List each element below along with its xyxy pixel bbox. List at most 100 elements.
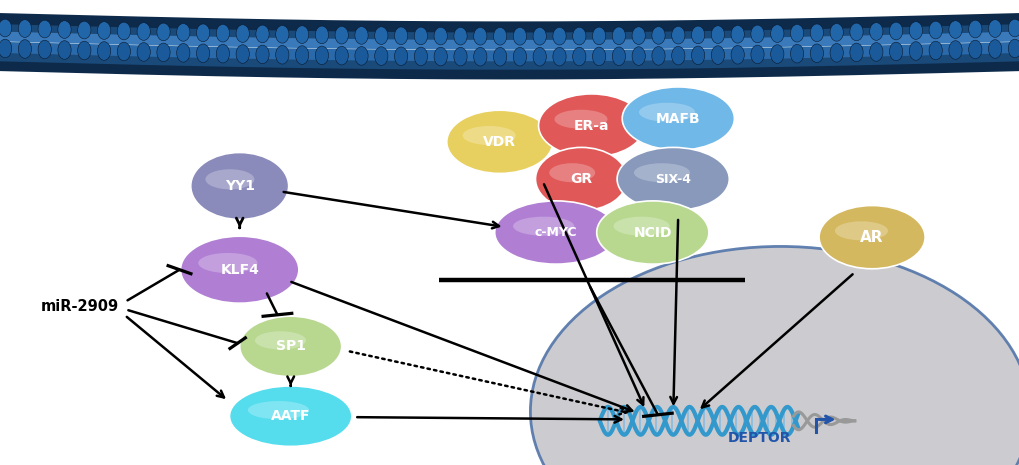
Ellipse shape — [374, 47, 387, 66]
Text: YY1: YY1 — [224, 179, 255, 193]
Ellipse shape — [229, 386, 352, 446]
Ellipse shape — [948, 21, 961, 39]
Ellipse shape — [137, 43, 150, 61]
Ellipse shape — [77, 41, 91, 60]
Text: AR: AR — [859, 230, 883, 245]
Ellipse shape — [335, 46, 348, 65]
Ellipse shape — [463, 126, 516, 145]
Ellipse shape — [818, 206, 924, 269]
Ellipse shape — [473, 47, 486, 66]
Ellipse shape — [572, 27, 585, 45]
Ellipse shape — [157, 43, 170, 62]
Text: AATF: AATF — [271, 409, 310, 423]
Ellipse shape — [239, 316, 341, 377]
Ellipse shape — [908, 22, 921, 40]
Ellipse shape — [117, 42, 130, 61]
Ellipse shape — [0, 39, 12, 58]
Ellipse shape — [533, 47, 546, 66]
Ellipse shape — [948, 41, 961, 60]
Text: MAFB: MAFB — [655, 112, 700, 126]
Ellipse shape — [691, 26, 704, 44]
Ellipse shape — [355, 27, 368, 44]
Ellipse shape — [157, 23, 170, 41]
Ellipse shape — [651, 27, 664, 44]
Ellipse shape — [198, 253, 257, 273]
Ellipse shape — [38, 20, 51, 38]
Text: ER-a: ER-a — [574, 119, 608, 133]
Ellipse shape — [849, 43, 862, 62]
Ellipse shape — [632, 27, 645, 45]
Ellipse shape — [235, 25, 249, 42]
Ellipse shape — [197, 24, 210, 42]
Ellipse shape — [622, 87, 734, 150]
Ellipse shape — [632, 47, 645, 66]
Ellipse shape — [394, 47, 408, 66]
Ellipse shape — [750, 25, 763, 43]
Ellipse shape — [235, 45, 249, 63]
Ellipse shape — [968, 40, 981, 59]
Ellipse shape — [446, 110, 552, 173]
Ellipse shape — [117, 22, 130, 40]
Ellipse shape — [453, 47, 467, 66]
Ellipse shape — [611, 47, 625, 66]
Text: miR-2909: miR-2909 — [41, 299, 119, 314]
Ellipse shape — [58, 41, 71, 60]
Ellipse shape — [889, 22, 902, 40]
Ellipse shape — [552, 47, 566, 66]
Ellipse shape — [928, 21, 942, 39]
Text: VDR: VDR — [483, 135, 516, 149]
Ellipse shape — [554, 110, 607, 129]
Ellipse shape — [453, 27, 467, 45]
Ellipse shape — [889, 42, 902, 61]
Ellipse shape — [315, 26, 328, 44]
Ellipse shape — [275, 26, 288, 43]
Ellipse shape — [790, 24, 803, 42]
Ellipse shape — [533, 27, 546, 45]
Ellipse shape — [548, 163, 595, 182]
Text: GR: GR — [570, 172, 592, 186]
Ellipse shape — [473, 27, 486, 45]
Ellipse shape — [176, 44, 190, 62]
Text: DEPTOR: DEPTOR — [728, 431, 791, 445]
Ellipse shape — [434, 47, 447, 66]
Ellipse shape — [829, 24, 843, 41]
Ellipse shape — [335, 27, 348, 44]
Ellipse shape — [869, 43, 882, 61]
Ellipse shape — [750, 45, 763, 64]
Ellipse shape — [513, 217, 574, 236]
Ellipse shape — [374, 27, 387, 45]
Ellipse shape — [611, 27, 625, 45]
Ellipse shape — [205, 169, 254, 189]
Ellipse shape — [197, 44, 210, 63]
Ellipse shape — [710, 26, 723, 43]
Ellipse shape — [513, 47, 526, 66]
Ellipse shape — [613, 217, 668, 236]
Ellipse shape — [180, 236, 299, 303]
Ellipse shape — [651, 46, 664, 65]
Ellipse shape — [494, 201, 616, 264]
Ellipse shape — [869, 23, 882, 40]
Ellipse shape — [513, 27, 526, 45]
Ellipse shape — [908, 42, 921, 60]
Ellipse shape — [434, 27, 447, 45]
Ellipse shape — [191, 153, 288, 219]
Text: SP1: SP1 — [275, 339, 306, 353]
Ellipse shape — [176, 24, 190, 41]
Ellipse shape — [18, 40, 32, 58]
Ellipse shape — [633, 163, 689, 182]
Ellipse shape — [256, 25, 269, 43]
Ellipse shape — [414, 47, 427, 66]
Ellipse shape — [731, 26, 744, 43]
Ellipse shape — [255, 331, 306, 350]
Ellipse shape — [928, 41, 942, 60]
Ellipse shape — [98, 42, 111, 60]
Ellipse shape — [987, 40, 1001, 58]
Ellipse shape — [710, 46, 723, 64]
Ellipse shape — [256, 45, 269, 64]
Ellipse shape — [216, 24, 229, 42]
Ellipse shape — [1007, 39, 1019, 58]
Ellipse shape — [216, 44, 229, 63]
Ellipse shape — [394, 27, 408, 45]
Ellipse shape — [77, 21, 91, 39]
Ellipse shape — [355, 46, 368, 65]
